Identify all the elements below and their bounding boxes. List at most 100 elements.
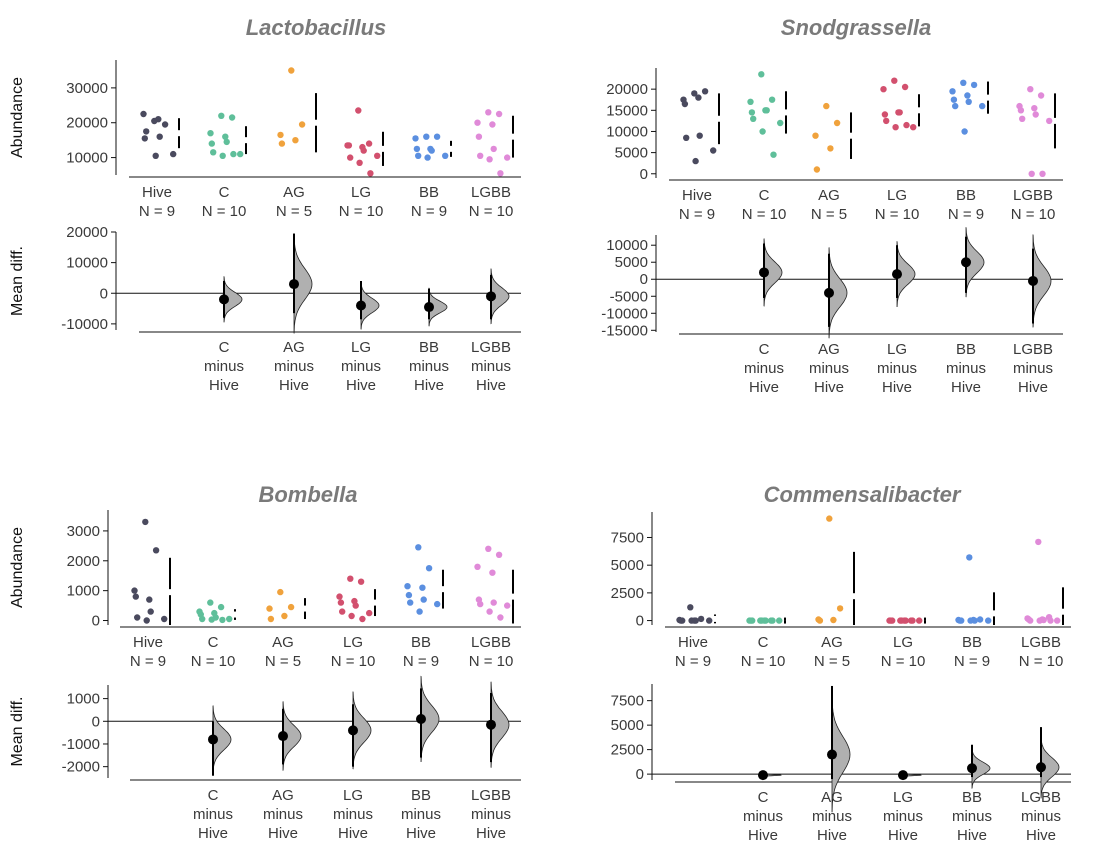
panel-title: Commensalibacter — [764, 482, 962, 507]
data-point-lg — [889, 617, 896, 624]
data-point-lgbb — [490, 599, 497, 606]
group-label: Hive N = 9 — [675, 634, 711, 670]
data-point-hive — [140, 110, 147, 118]
data-point-c — [749, 617, 756, 624]
y-tick-label: 10000 — [606, 123, 648, 140]
bootstrap-distribution — [828, 247, 848, 339]
data-point-c — [777, 119, 784, 127]
mean-diff-point — [278, 731, 288, 742]
data-point-bb — [416, 608, 423, 615]
y-tick-label: 0 — [640, 166, 648, 183]
data-point-lgbb — [497, 170, 504, 177]
data-point-lgbb — [489, 121, 496, 128]
data-point-c — [222, 133, 229, 140]
group-label: LG N = 10 — [881, 634, 926, 670]
y-tick-label: 0 — [636, 613, 644, 630]
data-point-c — [763, 107, 770, 114]
diff-y-tick-label: 0 — [92, 713, 100, 730]
data-point-lg — [909, 617, 916, 624]
mean-diff-point — [1036, 762, 1046, 773]
data-point-hive — [692, 157, 699, 165]
data-point-hive — [156, 133, 163, 140]
data-point-lg — [367, 170, 374, 177]
data-point-lgbb — [1027, 86, 1034, 93]
y-tick-label: 20000 — [606, 81, 648, 98]
diff-y-tick-label: 1000 — [67, 691, 100, 708]
bootstrap-distribution — [360, 281, 380, 330]
data-point-lgbb — [477, 600, 484, 608]
y-tick-label: 30000 — [66, 80, 108, 97]
data-point-lg — [355, 107, 362, 114]
data-point-lg — [892, 124, 899, 131]
group-label: AG N = 5 — [276, 184, 312, 220]
group-label: AG N = 5 — [265, 634, 301, 670]
data-point-lg — [374, 152, 381, 159]
mean-diff-point — [827, 749, 837, 760]
mean-diff-point — [416, 714, 426, 725]
data-point-ag — [266, 605, 273, 612]
bootstrap-distribution — [763, 238, 783, 307]
data-point-lgbb — [504, 602, 511, 609]
bootstrap-distribution — [1040, 736, 1060, 799]
bootstrap-distribution — [282, 701, 302, 771]
data-point-c — [230, 150, 237, 158]
data-point-hive — [132, 593, 139, 600]
bootstrap-distribution — [490, 681, 510, 768]
data-point-lg — [898, 617, 905, 624]
diff-y-tick-label: 2500 — [611, 742, 644, 759]
y-tick-label: 20000 — [66, 115, 108, 132]
data-point-lgbb — [489, 569, 496, 576]
diff-label: BB minus Hive — [952, 789, 992, 844]
data-point-lg — [352, 602, 359, 609]
bootstrap-distribution — [420, 675, 440, 763]
data-point-bb — [442, 152, 449, 159]
y-tick-label: 10000 — [66, 150, 108, 167]
group-label: BB N = 9 — [411, 184, 447, 220]
data-point-lg — [901, 83, 909, 91]
data-point-lg — [356, 159, 363, 166]
data-point-lgbb — [475, 133, 483, 140]
group-label: BB N = 9 — [403, 634, 439, 670]
data-point-c — [210, 149, 217, 156]
data-point-bb — [424, 154, 431, 161]
data-point-bb — [415, 544, 422, 551]
diff-y-tick-label: 10000 — [606, 237, 648, 254]
data-point-bb — [958, 617, 965, 624]
data-point-ag — [813, 166, 821, 173]
data-point-hive — [696, 132, 703, 139]
data-point-ag — [823, 102, 830, 110]
data-point-c — [226, 615, 233, 623]
data-point-lgbb — [1017, 107, 1025, 114]
data-point-hive — [679, 617, 686, 624]
data-point-hive — [147, 608, 154, 615]
data-point-ag — [277, 588, 284, 596]
mean-diff-point — [961, 257, 971, 268]
data-point-c — [218, 112, 225, 120]
bootstrap-distribution — [352, 691, 372, 770]
bootstrap-distribution — [971, 747, 991, 789]
data-point-bb — [952, 102, 959, 110]
diff-y-tick-label: -2000 — [62, 759, 100, 776]
data-point-lgbb — [485, 545, 492, 552]
panel-lactobacillus: Lactobacillus 10000 20000 30000 Abundance Hiv… — [9, 15, 521, 394]
data-point-lg — [357, 578, 365, 585]
diff-y-tick-label: -10000 — [61, 316, 108, 333]
data-point-c — [770, 151, 777, 158]
diff-label: LGBB minus Hive — [471, 339, 511, 394]
data-point-hive — [170, 150, 177, 158]
data-point-bb — [423, 133, 430, 140]
y-axis-title: Abundance — [9, 527, 26, 608]
panel-commensalibacter: Commensalibacter 0 2500 5000 7500 Hive N = 9 C N… — [611, 482, 1071, 844]
mean-diff-point — [759, 267, 769, 278]
bootstrap-distribution — [490, 268, 510, 325]
data-point-c — [207, 599, 214, 606]
data-point-lgbb — [1027, 617, 1034, 624]
data-point-lgbb — [1031, 105, 1038, 112]
data-point-lgbb — [497, 614, 504, 621]
data-point-hive — [152, 152, 159, 159]
data-point-c — [759, 128, 766, 135]
data-point-lg — [891, 77, 898, 84]
